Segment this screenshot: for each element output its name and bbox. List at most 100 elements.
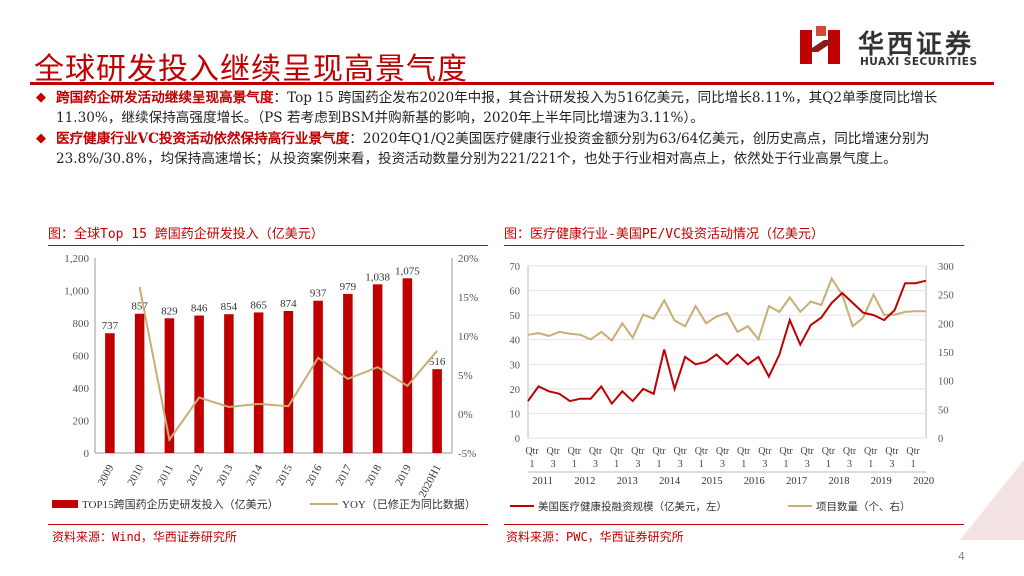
right-y-tick-label: 100 (938, 377, 954, 388)
x-tick-label: 2019 (393, 462, 414, 487)
diamond-bullet-icon: ◆ (36, 131, 46, 146)
funding-amount-line (527, 279, 927, 406)
right-y-tick-label: -5% (458, 448, 476, 460)
bar (224, 314, 234, 453)
bar-data-label: 737 (102, 320, 119, 332)
bar-data-label: 874 (280, 298, 297, 310)
x-tick-qtr-label: Qtr (546, 446, 560, 457)
left-y-tick-label: 20 (510, 385, 521, 396)
header-divider (30, 82, 994, 85)
x-tick-qtr-label: Qtr (652, 446, 666, 457)
bar (253, 312, 264, 453)
x-tick-label: 2011 (155, 463, 176, 488)
right-y-tick-label: 300 (938, 262, 954, 273)
x-year-label: 2015 (701, 476, 722, 487)
bar-data-label: 1,075 (395, 265, 420, 277)
right-source-divider (504, 524, 964, 525)
x-tick-num-label: 1 (826, 459, 831, 470)
bar-data-label: 979 (340, 281, 357, 293)
left-source-divider (48, 524, 488, 525)
company-logo: 华西证券 HUAXI SECURITIES (800, 26, 1000, 72)
left-y-tick-label: 60 (510, 287, 521, 298)
bar (432, 369, 442, 453)
x-tick-num-label: 3 (762, 459, 767, 470)
bar-data-label: 937 (310, 288, 327, 300)
x-tick-qtr-label: Qtr (864, 446, 878, 457)
x-year-label: 2019 (871, 476, 892, 487)
x-tick-num-label: 1 (741, 459, 746, 470)
x-tick-num-label: 3 (678, 459, 683, 470)
x-tick-label: 2017 (334, 462, 355, 487)
bullet-highlight: 医疗健康行业VC投资活动依然保持高行业景气度 (56, 131, 350, 147)
x-year-label: 2011 (532, 476, 553, 487)
x-tick-num-label: 1 (784, 459, 789, 470)
left-y-tick-label: 70 (510, 262, 521, 273)
left-y-tick-label: 1,000 (64, 286, 89, 298)
x-tick-num-label: 1 (868, 459, 873, 470)
left-y-tick-label: 200 (73, 416, 90, 428)
x-tick-label: 2014 (244, 462, 265, 487)
vc-investment-chart: 0 10 20 30 40 50 60 70 0 50 100 150 200 250 300 Qtr 1 Qtr… (510, 262, 954, 513)
right-y-tick-label: 50 (938, 405, 949, 416)
left-y-tick-label: 0 (515, 434, 520, 445)
x-tick-qtr-label: Qtr (589, 446, 603, 457)
x-tick-qtr-label: Qtr (568, 446, 582, 457)
x-tick-qtr-label: Qtr (737, 446, 751, 457)
right-y-tick-label: 150 (938, 348, 954, 359)
bar (283, 310, 294, 453)
x-tick-label: 2015 (274, 462, 295, 487)
bar-data-label: 829 (161, 305, 178, 317)
x-year-label: 2012 (574, 476, 595, 487)
x-tick-num-label: 1 (657, 459, 662, 470)
x-tick-qtr-label: Qtr (822, 446, 836, 457)
x-tick-num-label: 1 (530, 459, 535, 470)
right-y-tick-label: 200 (938, 319, 954, 330)
left-y-tick-label: 40 (510, 336, 521, 347)
x-tick-qtr-label: Qtr (758, 446, 772, 457)
x-tick-num-label: 3 (593, 459, 598, 470)
bullet-rd-investment: ◆ 跨国药企研发活动继续呈现高景气度：Top 15 跨国药企发布2020年中报，… (34, 88, 980, 128)
bar (134, 313, 145, 453)
right-chart-title: 图：医疗健康行业-美国PE/VC投资活动情况（亿美元） (504, 223, 964, 246)
x-year-label: 2018 (828, 476, 849, 487)
x-tick-label: 2018 (363, 462, 384, 487)
right-y-tick-label: 0 (938, 434, 943, 445)
bar-data-label: 1,038 (365, 271, 390, 283)
x-tick-num-label: 1 (911, 459, 916, 470)
x-tick-num-label: 3 (847, 459, 852, 470)
right-y-tick-label: 15% (458, 292, 478, 304)
logo-chinese-text: 华西证券 (858, 30, 975, 60)
left-y-tick-label: 600 (73, 351, 90, 363)
legend-funding-label: 美国医疗健康投融资规模（亿美元，左） (538, 500, 727, 513)
x-year-label: 2016 (744, 476, 765, 487)
bar (105, 333, 115, 453)
x-tick-num-label: 3 (720, 459, 725, 470)
x-tick-num-label: 3 (805, 459, 810, 470)
left-y-tick-label: 1,200 (64, 253, 89, 265)
summary-bullets: ◆ 跨国药企研发活动继续呈现高景气度：Top 15 跨国药企发布2020年中报，… (34, 88, 980, 170)
huaxi-logo-icon (800, 26, 840, 64)
rd-investment-chart: 0 200 400 600 800 1,000 1,200 -5% 0% 5% 10% 15% 20% 7… (52, 253, 478, 511)
bar (343, 293, 353, 453)
x-tick-num-label: 3 (551, 459, 556, 470)
x-tick-qtr-label: Qtr (610, 446, 624, 457)
bar (194, 315, 204, 453)
bullet-highlight: 跨国药企研发活动继续呈现高景气度 (56, 90, 274, 106)
x-tick-label: 2009 (96, 462, 117, 487)
left-y-tick-label: 400 (73, 383, 90, 395)
bullet-text: ：2020年Q1/Q2美国医疗健康行业投资金额分别为63/64亿美元，创历史高点… (56, 131, 930, 167)
x-year-label: 2020 (913, 476, 934, 487)
x-tick-label: 2013 (215, 462, 236, 487)
x-tick-num-label: 1 (699, 459, 704, 470)
left-y-tick-label: 10 (510, 409, 521, 420)
bar-data-label: 846 (191, 303, 208, 315)
x-year-label: 2013 (617, 476, 638, 487)
bar-data-label: 516 (429, 356, 446, 368)
bar (402, 278, 413, 453)
legend-line-label: YOY（已修正为同比数据） (342, 497, 476, 511)
x-tick-qtr-label: Qtr (695, 446, 709, 457)
x-tick-qtr-label: Qtr (843, 446, 857, 457)
x-tick-num-label: 1 (614, 459, 619, 470)
x-tick-qtr-label: Qtr (779, 446, 793, 457)
left-chart-title: 图：全球Top 15 跨国药企研发投入（亿美元） (48, 223, 488, 246)
